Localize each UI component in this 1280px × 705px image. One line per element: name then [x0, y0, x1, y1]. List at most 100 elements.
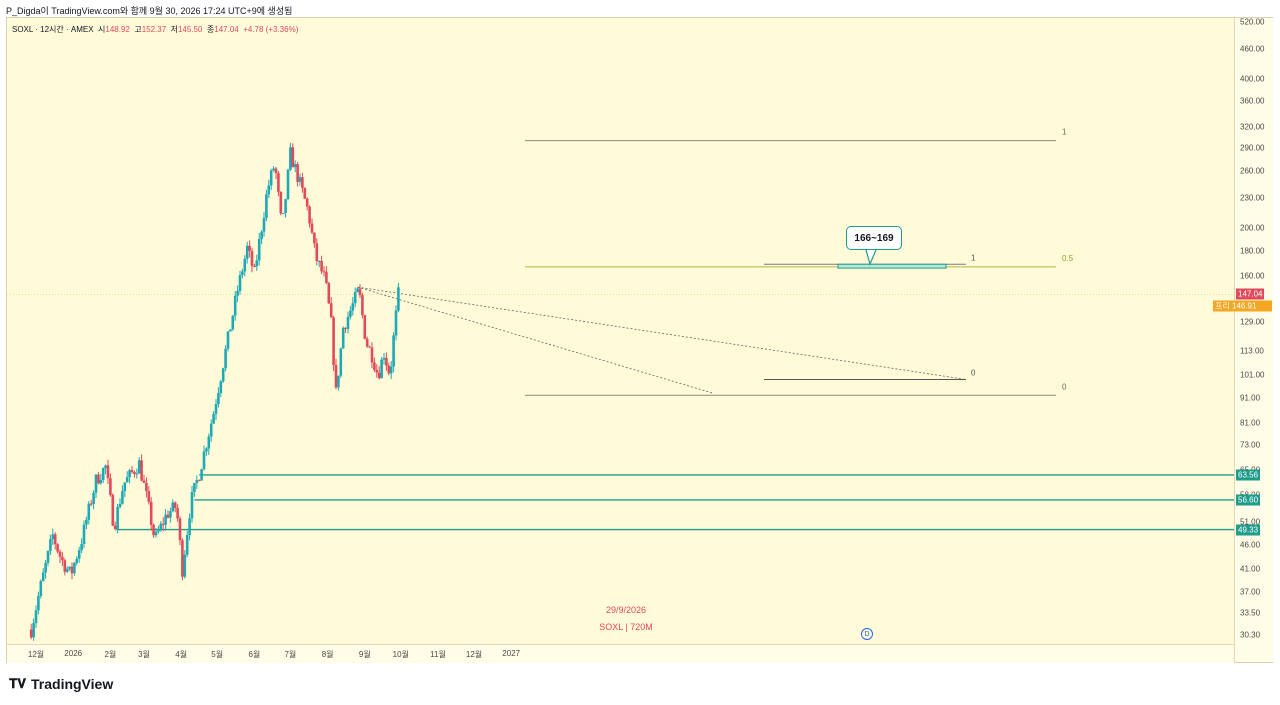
- fib-small-label-1: 1: [971, 253, 976, 262]
- y-tick-1: 460.00: [1240, 44, 1265, 54]
- candle-body-57: [166, 514, 170, 518]
- y-tick-13: 101.00: [1240, 370, 1265, 380]
- candle-body-26: [92, 492, 95, 504]
- fib-large-label-05: 0.5: [1062, 254, 1074, 263]
- candle-body-134: [351, 303, 355, 311]
- candle-body-65: [185, 535, 189, 555]
- x-tick-11: 11월: [430, 650, 446, 659]
- candle-body-146: [380, 359, 383, 379]
- candle-body-73: [205, 448, 208, 452]
- y-tick-2: 400.00: [1240, 74, 1265, 84]
- y-tick-21: 41.00: [1240, 564, 1261, 574]
- watermark-date: 29/9/2026: [605, 605, 647, 615]
- candle-body-46: [140, 460, 143, 481]
- x-tick-4: 4월: [175, 650, 188, 659]
- candle-body-30: [101, 468, 105, 481]
- candle-body-88: [241, 271, 244, 276]
- candle-body-2: [34, 610, 38, 624]
- plot-area[interactable]: [7, 18, 1234, 644]
- candle-body-83: [229, 329, 232, 332]
- candle-body-77: [214, 404, 218, 414]
- y-tick-5: 290.00: [1240, 143, 1265, 153]
- candle-body-108: [289, 147, 292, 170]
- y-tick-16: 73.00: [1240, 440, 1261, 450]
- x-tick-0: 12월: [27, 650, 45, 659]
- candle-body-20: [77, 550, 81, 559]
- candle-body-5: [41, 572, 45, 582]
- candle-body-137: [358, 288, 362, 296]
- candle-body-87: [238, 275, 242, 291]
- candle-body-132: [346, 316, 350, 329]
- candle-body-133: [349, 310, 352, 317]
- candle-body-109: [291, 147, 295, 168]
- symbol-legend: SOXL · 12시간 · AMEX 시148.92 고152.37 저145.…: [12, 24, 298, 35]
- time-axis[interactable]: [7, 644, 1234, 663]
- fib-small-label-0: 0: [971, 368, 976, 377]
- candle-body-100: [269, 170, 273, 186]
- candle-body-91: [248, 245, 251, 251]
- candle-body-78: [217, 393, 220, 405]
- candle-body-104: [279, 191, 283, 214]
- triangle-left-line: [357, 286, 713, 394]
- y-tick-4: 320.00: [1240, 122, 1265, 132]
- legend-low-label: 저: [170, 25, 178, 34]
- candle-body-49: [147, 491, 151, 502]
- candle-body-52: [154, 531, 158, 536]
- dividend-marker[interactable]: D: [861, 628, 873, 640]
- x-tick-3: 3월: [138, 650, 150, 659]
- candle-body-71: [200, 469, 203, 481]
- candle-body-38: [121, 491, 124, 504]
- candle-body-55: [161, 523, 165, 525]
- candle-body-34: [111, 494, 115, 526]
- candle-body-131: [344, 327, 347, 329]
- candle-body-142: [370, 347, 374, 363]
- candle-body-75: [209, 423, 213, 437]
- candle-body-114: [303, 187, 307, 199]
- level-badge-0: 63.56: [1236, 469, 1261, 481]
- candle-body-93: [253, 265, 256, 267]
- candle-body-27: [94, 474, 98, 493]
- candle-body-50: [149, 501, 153, 525]
- candle-body-18: [73, 562, 76, 574]
- y-tick-15: 81.00: [1240, 418, 1261, 428]
- candle-body-19: [75, 558, 79, 563]
- candle-body-23: [85, 519, 88, 525]
- target-zone-callout[interactable]: 166~169: [846, 226, 902, 250]
- tradingview-logo[interactable]: 𝐓𝐕 TradingView: [9, 676, 113, 692]
- y-tick-8: 200.00: [1240, 223, 1265, 233]
- candle-body-32: [106, 465, 110, 479]
- candle-body-53: [157, 530, 160, 532]
- pre-market-badge: 프리 146.91: [1213, 300, 1272, 312]
- candle-body-145: [377, 372, 381, 379]
- candle-body-22: [82, 524, 86, 545]
- candle-body-82: [226, 331, 230, 349]
- legend-change: +4.78 (+3.36%): [243, 25, 299, 34]
- legend-low: 145.50: [177, 25, 203, 34]
- price-axis[interactable]: [1234, 18, 1273, 662]
- candle-body-136: [356, 288, 359, 293]
- candle-body-150: [389, 366, 393, 374]
- candle-body-97: [262, 217, 266, 232]
- legend-high: 152.37: [141, 25, 167, 34]
- candle-body-140: [365, 338, 369, 347]
- candle-body-45: [137, 460, 141, 474]
- x-tick-2: 2월: [104, 650, 117, 659]
- candle-body-123: [325, 271, 328, 283]
- candle-body-47: [142, 480, 146, 483]
- candle-body-111: [296, 164, 299, 182]
- candle-body-149: [387, 365, 391, 374]
- candle-body-58: [169, 511, 172, 518]
- candle-body-66: [188, 518, 191, 536]
- candle-body-122: [322, 271, 326, 273]
- candle-body-128: [337, 375, 340, 388]
- candle-body-95: [257, 239, 261, 261]
- candle-body-6: [44, 562, 47, 573]
- candle-body-29: [99, 480, 103, 484]
- candle-body-98: [265, 194, 268, 218]
- candle-body-40: [125, 477, 129, 483]
- candle-body-96: [260, 231, 263, 240]
- candle-body-67: [190, 491, 194, 519]
- watermark-symbol: SOXL | 720M: [599, 622, 653, 632]
- y-tick-22: 37.00: [1240, 587, 1261, 596]
